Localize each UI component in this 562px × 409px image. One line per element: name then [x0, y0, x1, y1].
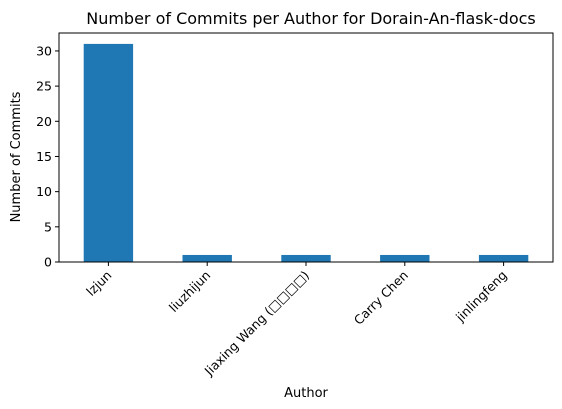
chart-title: Number of Commits per Author for Dorain-…	[86, 9, 536, 28]
x-tick-label: jinlingfeng	[452, 268, 510, 326]
y-tick-label: 15	[36, 149, 52, 164]
y-axis-label: Number of Commits	[9, 91, 24, 222]
x-tick-label: liuzhijun	[166, 268, 213, 315]
bar	[380, 254, 430, 262]
y-tick-label: 0	[44, 255, 52, 270]
y-tick-label: 5	[44, 219, 52, 234]
bar	[478, 254, 529, 262]
y-tick-label: 30	[36, 43, 52, 58]
y-tick-label: 20	[36, 114, 52, 129]
y-tick-label: 25	[36, 79, 52, 94]
x-tick-label: Carry Chen	[351, 268, 411, 328]
y-tick-label: 10	[36, 184, 52, 199]
bar	[281, 254, 331, 262]
bar	[83, 43, 134, 263]
x-tick-label: lzjun	[83, 268, 114, 299]
bar	[182, 254, 232, 262]
x-tick-label: Jiaxing Wang (□□□□)	[201, 268, 312, 379]
x-axis-label: Author	[284, 386, 328, 401]
